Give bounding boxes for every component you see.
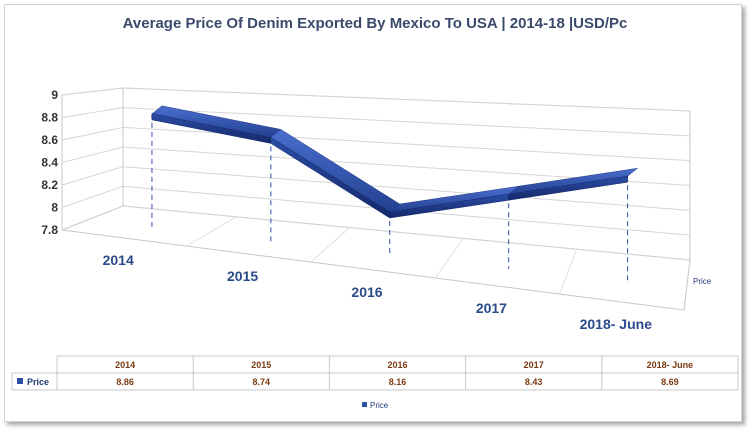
y-tick-label: 8.4 bbox=[41, 156, 58, 170]
floor-gridline bbox=[186, 216, 237, 247]
y-tick-label: 8.2 bbox=[41, 178, 58, 192]
table-value-cell: 8.74 bbox=[253, 377, 271, 387]
gridline-side bbox=[61, 146, 124, 163]
floor-gridlines bbox=[186, 216, 578, 295]
depth-axis-label: Price bbox=[693, 277, 712, 286]
table-header-cell: 2014 bbox=[115, 360, 135, 370]
x-category-label: 2016 bbox=[351, 284, 382, 300]
gridline-back bbox=[122, 107, 691, 137]
y-tick-label: 7.8 bbox=[41, 223, 58, 237]
table-header-cell: 2016 bbox=[387, 360, 407, 370]
table-series-label: Price bbox=[27, 377, 49, 387]
price-ribbon-series bbox=[151, 105, 639, 219]
gridline-side bbox=[61, 126, 124, 141]
table-header-cell: 2015 bbox=[251, 360, 271, 370]
x-category-label: 2014 bbox=[103, 252, 134, 268]
floor-gridline bbox=[559, 249, 578, 295]
chart-title: Average Price Of Denim Exported By Mexic… bbox=[123, 15, 628, 32]
floor-gridline bbox=[310, 227, 351, 263]
y-axis-ticks: 7.8 8 8.2 8.4 8.6 8.8 9 bbox=[41, 88, 58, 237]
gridline-side bbox=[61, 185, 124, 208]
table-value-cell: 8.16 bbox=[389, 377, 407, 387]
legend-swatch bbox=[362, 402, 367, 407]
y-tick-label: 8.8 bbox=[41, 111, 58, 125]
gridline-side bbox=[61, 205, 124, 231]
gridline-back bbox=[122, 166, 691, 211]
legend: Price bbox=[362, 401, 389, 410]
x-category-label: 2018- June bbox=[580, 316, 653, 332]
gridline-side bbox=[61, 107, 124, 118]
gridline-back bbox=[122, 87, 691, 112]
table-value-cell: 8.86 bbox=[116, 377, 134, 387]
table-series-swatch bbox=[17, 378, 23, 384]
y-tick-label: 8.6 bbox=[41, 133, 58, 147]
gridlines bbox=[61, 87, 691, 261]
ribbon-segment-front bbox=[508, 175, 628, 201]
x-category-label: 2015 bbox=[227, 268, 258, 284]
gridline-side bbox=[61, 87, 124, 96]
drop-lines bbox=[151, 113, 629, 283]
table-value-cell: 8.43 bbox=[525, 377, 543, 387]
table-header-cell: 2017 bbox=[524, 360, 544, 370]
y-tick-label: 9 bbox=[51, 88, 58, 102]
floor-gridline bbox=[434, 238, 464, 279]
table-header-cell: 2018- June bbox=[647, 360, 694, 370]
gridline-side bbox=[61, 166, 124, 186]
x-category-label: 2017 bbox=[476, 300, 507, 316]
gridline-back bbox=[122, 205, 691, 261]
data-table: 2014 2015 2016 2017 2018- June 8.86 8.74 8.16 8.… bbox=[11, 355, 739, 391]
y-tick-label: 8 bbox=[51, 201, 58, 215]
legend-label: Price bbox=[370, 401, 389, 410]
x-axis-categories: 2014 2015 2016 2017 2018- June bbox=[103, 252, 653, 332]
table-value-cell: 8.69 bbox=[661, 377, 679, 387]
